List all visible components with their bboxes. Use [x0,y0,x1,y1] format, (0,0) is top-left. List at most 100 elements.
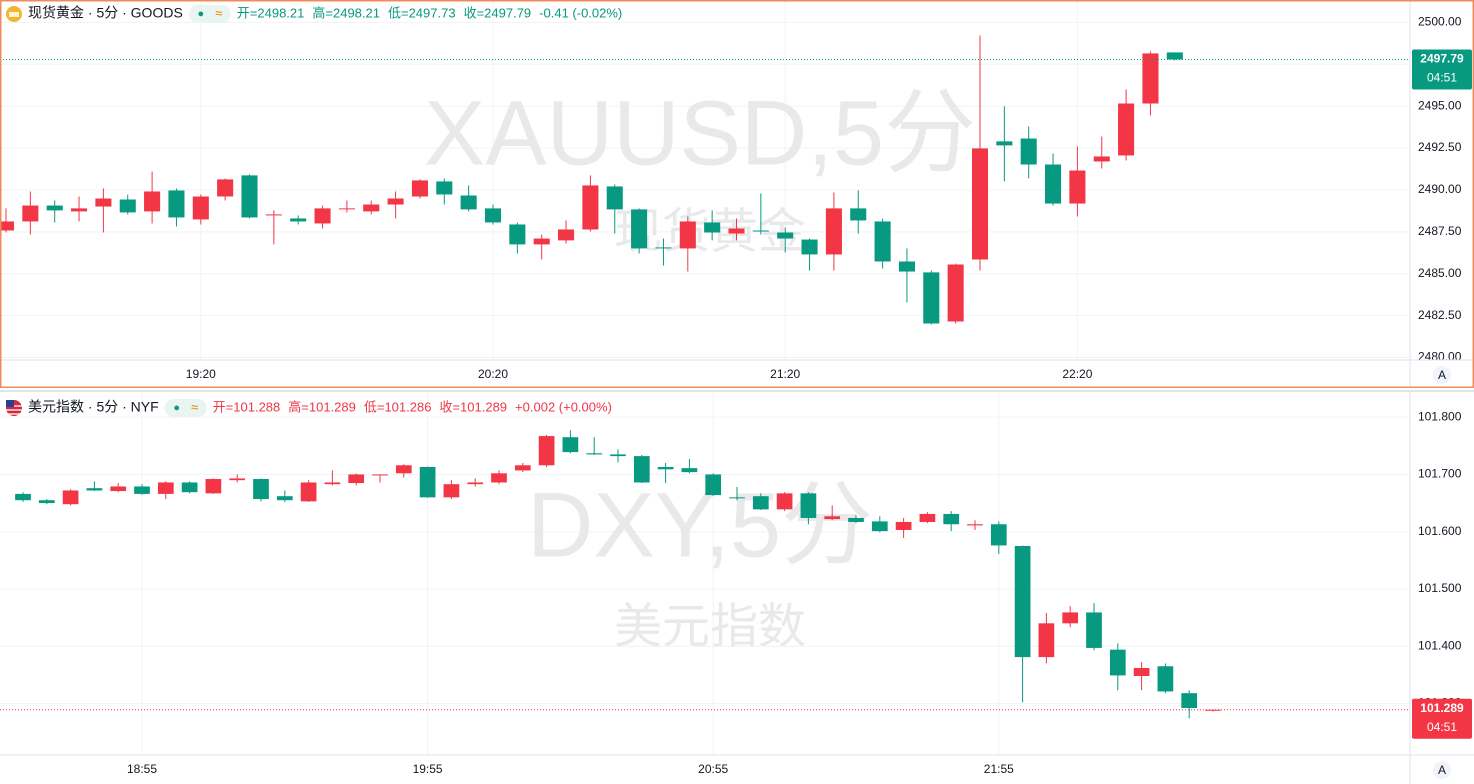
candle-body [1020,138,1037,165]
countdown-label: 04:51 [1427,71,1457,85]
ohlc-label: 收=2497.79 [464,5,532,20]
candle-body [898,261,915,272]
candle-body [874,221,891,262]
candle-body [411,180,428,197]
candle-body [967,524,983,526]
candle-body [276,496,293,501]
candle-body [558,229,575,241]
x-tick-label: 20:20 [478,367,508,381]
last-price-label: 2497.79 [1420,52,1464,66]
candle-body [728,228,745,234]
x-tick-label: 19:55 [413,762,443,776]
y-tick-label: 2487.50 [1418,224,1462,238]
candle-body [86,488,103,491]
candle-body [1133,667,1150,676]
symbol-title: 现货黄金 · 5分 · GOODS [28,5,183,21]
candle-body [436,181,453,195]
candle-body [324,482,341,485]
y-tick-label: 2485.00 [1418,266,1462,280]
y-tick-label: 2490.00 [1418,182,1462,196]
y-tick-label: 2482.50 [1418,308,1462,322]
candle-body [657,466,674,470]
indicator-pill[interactable] [164,399,207,417]
candle-body [971,148,989,260]
candle-body [192,196,209,220]
ohlc-label: +0.002 (+0.00%) [515,399,612,414]
candle-body [509,224,526,245]
candle-body [395,465,412,474]
candle-body [871,521,888,532]
candle-body [606,186,623,210]
candle-body [729,497,745,499]
candle-body [290,218,307,222]
pane: 101.300101.400101.500101.600101.700101.8… [0,392,1474,784]
candle-body [776,493,793,510]
candle-body [460,195,477,210]
candle-body [704,222,721,233]
y-tick-label: 101.600 [1418,524,1462,538]
candle-body [777,232,794,239]
x-tick-label: 18:55 [127,762,157,776]
x-tick-label: 19:20 [186,367,216,381]
candle-body [300,482,317,502]
candle-body [419,466,436,498]
y-tick-label: 101.700 [1418,467,1462,481]
y-tick-label: 101.400 [1418,638,1462,652]
candle-body [655,247,672,249]
scale-mode-label[interactable]: A [1438,368,1446,382]
status-dot: ● [197,8,204,20]
candle-body [800,493,817,518]
symbol-title: 美元指数 · 5分 · NYF [28,399,159,415]
candle-body [181,482,198,493]
y-tick-label: 101.800 [1418,409,1462,423]
candle-body [562,437,579,453]
candle-body [338,208,355,210]
x-tick-label: 21:20 [770,367,800,381]
candle-body [62,490,79,505]
symbol-icon-bar [9,12,19,17]
ohlc-label: 开=2498.21 [237,5,305,20]
status-dot: ● [173,402,180,414]
candle-body [484,208,502,223]
watermark: XAUUSD,5分 [424,82,976,184]
candle-body [110,486,127,492]
indicator-icon[interactable]: ≈ [215,5,222,20]
scale-mode-button[interactable] [1433,366,1451,384]
candle-body [348,474,365,484]
candle-body [752,230,769,232]
last-price-label: 101.289 [1420,701,1464,715]
candle-body [1157,666,1174,692]
scale-mode-button[interactable] [1433,761,1451,779]
candle-body [0,221,15,231]
candle-body [95,198,112,207]
ohlc-label: 低=101.286 [364,399,432,414]
candle-body [1045,164,1062,204]
candle-body [631,209,648,249]
countdown-label: 04:51 [1427,720,1457,734]
ohlc-label: 开=101.288 [213,399,281,414]
candle-body [467,482,484,485]
indicator-icon[interactable]: ≈ [191,399,198,414]
pane: 2480.00 2482.50 2485.00 2487.50 2490.00 2492.… [0,0,1474,388]
candle-body [514,465,531,471]
candle-body [168,190,185,218]
active-pane-border [0,0,1474,388]
candle-body [1014,546,1031,658]
candle-body [144,191,161,212]
candle-body [1093,156,1110,162]
candle-body [22,205,39,222]
candle-body [850,208,867,221]
indicator-pill[interactable] [188,5,231,23]
candle-body [538,436,555,466]
candle-body [119,199,136,213]
candle-body [1118,103,1135,156]
candle-body [679,221,696,249]
y-tick-label: 2495.00 [1418,98,1462,112]
ohlc-label: 收=101.289 [439,399,507,414]
x-tick-label: 21:55 [984,762,1014,776]
candle-body [363,204,380,212]
ohlc-label: 高=2498.21 [312,5,380,20]
scale-mode-label[interactable]: A [1438,763,1446,777]
candle-body [443,484,460,498]
